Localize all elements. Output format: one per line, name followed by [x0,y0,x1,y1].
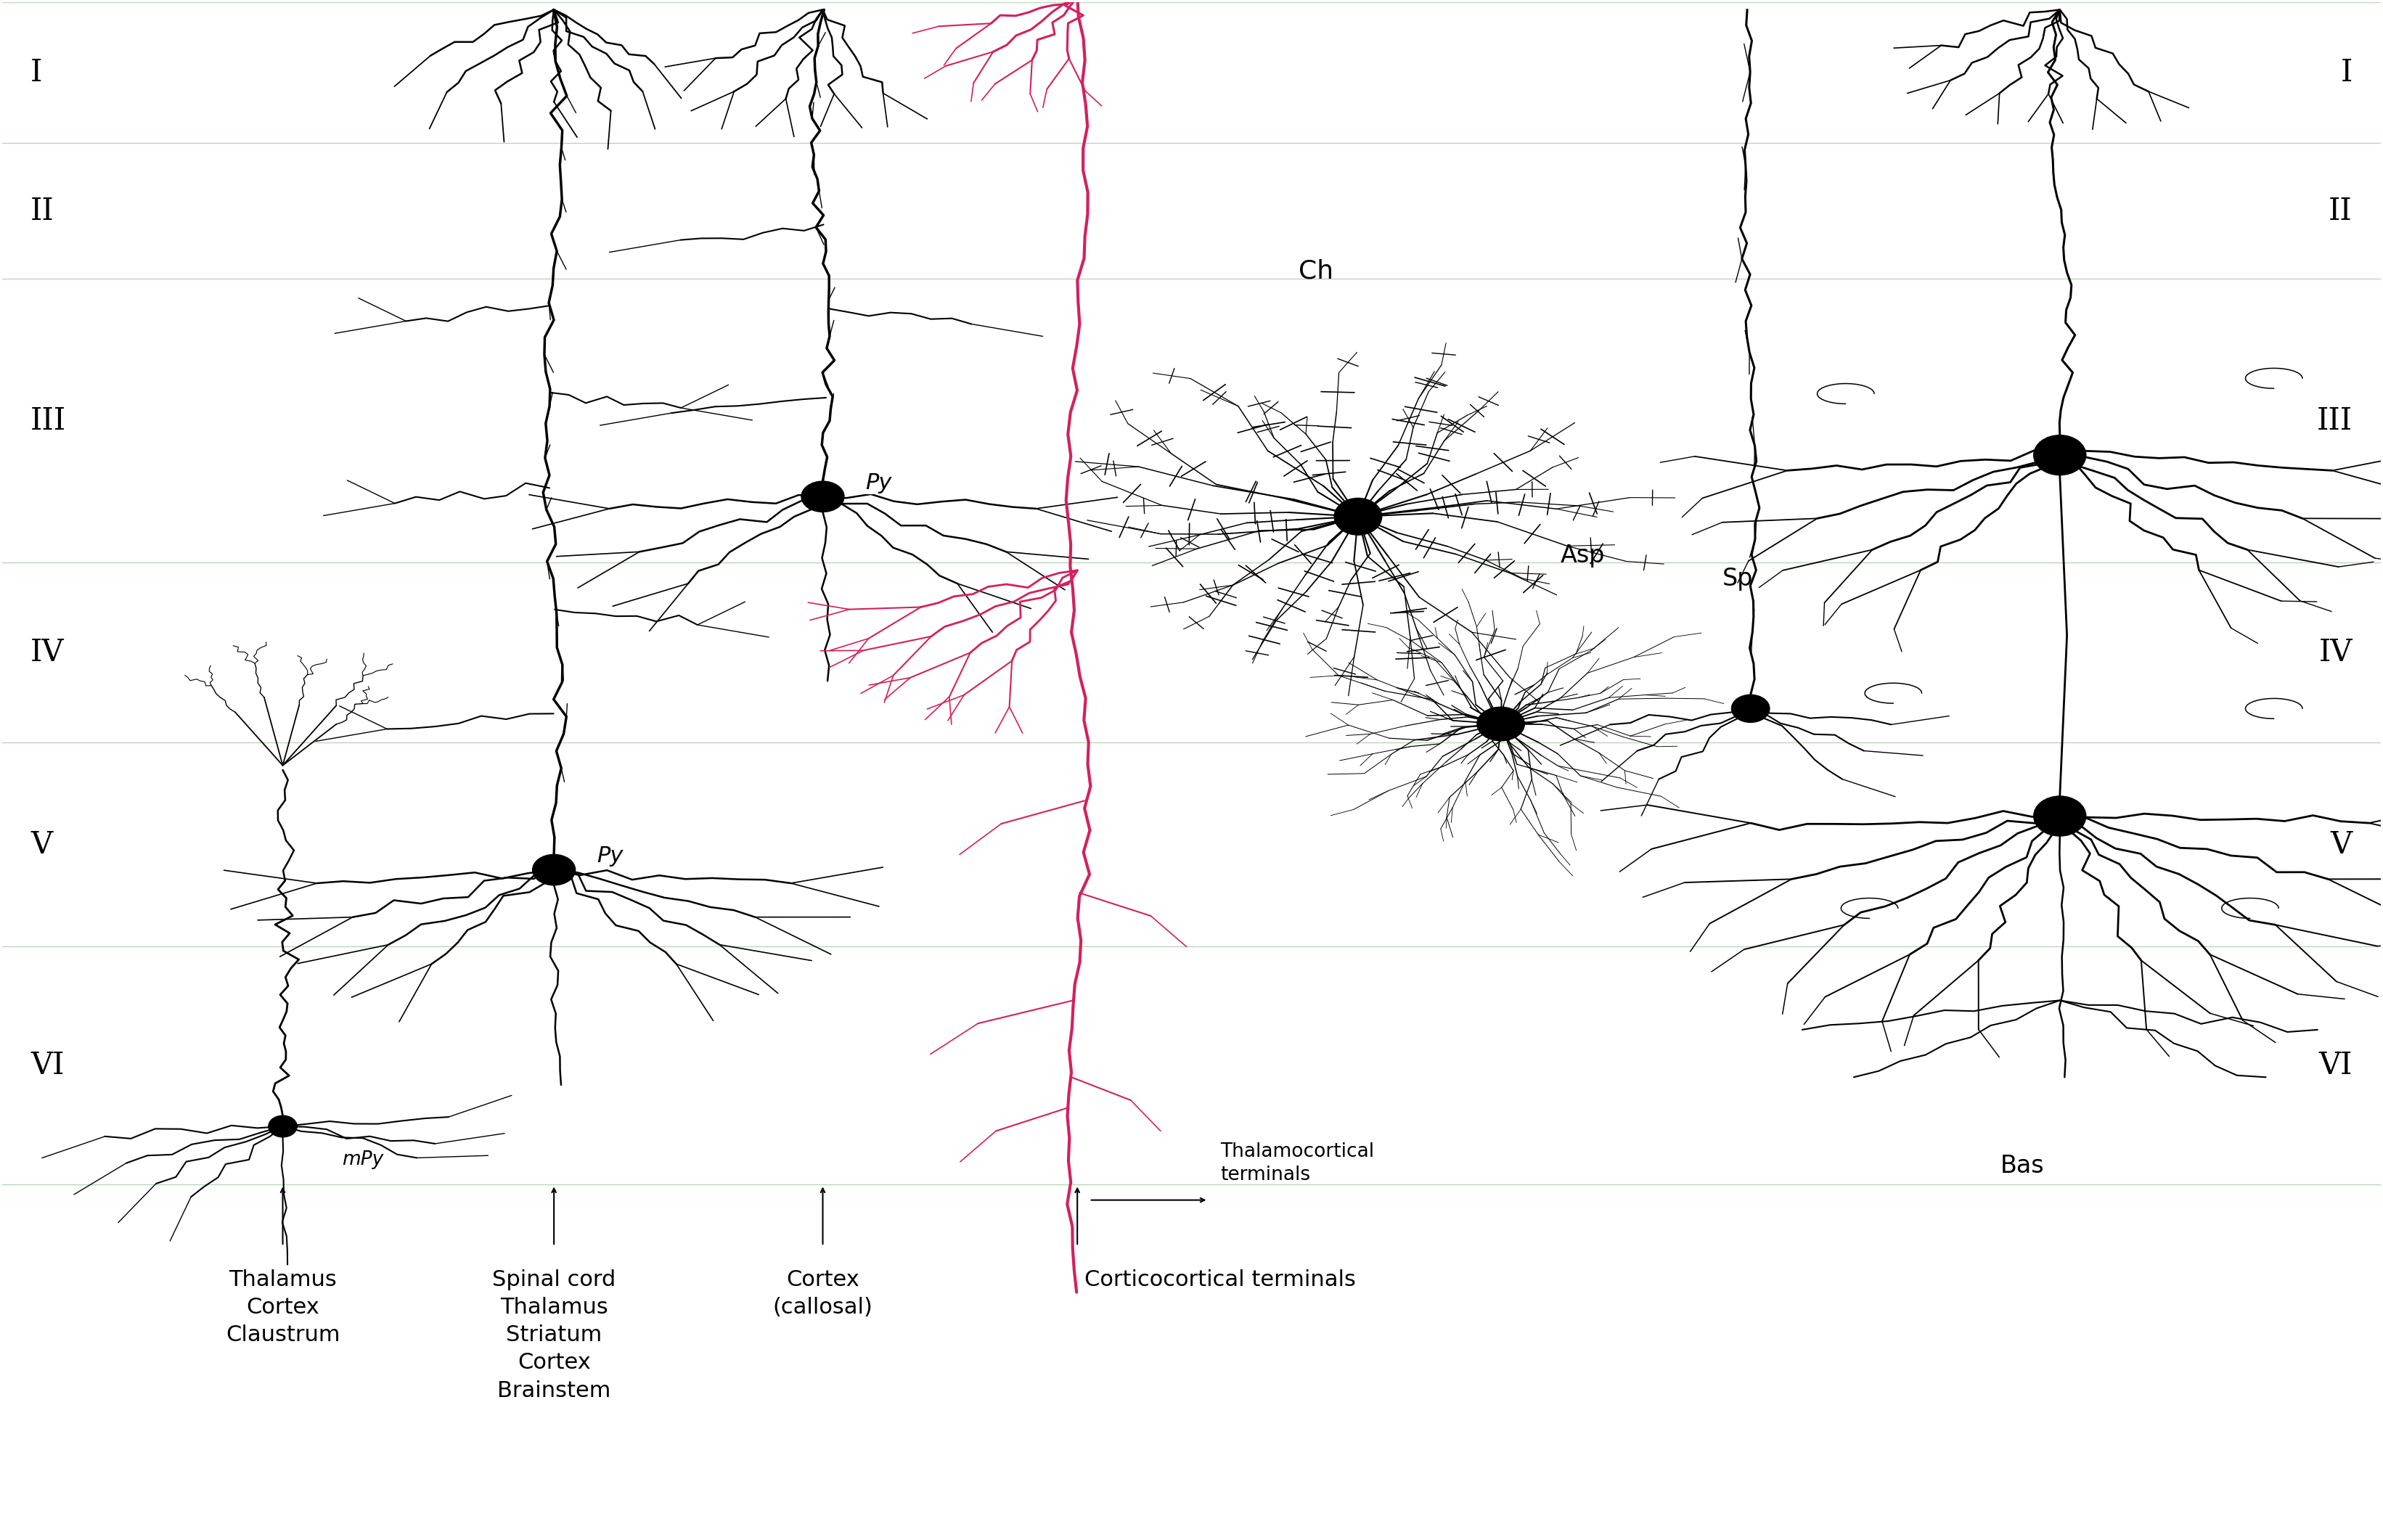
Text: VI: VI [31,1050,64,1081]
Text: Cortex
(callosal): Cortex (callosal) [772,1269,872,1318]
Ellipse shape [1732,695,1771,722]
Text: III: III [31,405,67,436]
Text: Thalamus
Cortex
Claustrum: Thalamus Cortex Claustrum [226,1269,341,1346]
Ellipse shape [2033,796,2085,836]
Text: V: V [31,829,52,859]
Text: Bas: Bas [1999,1153,2045,1178]
Text: Py: Py [865,473,891,493]
Text: V: V [2331,829,2352,859]
Text: Spinal cord
Thalamus
Striatum
Cortex
Brainstem: Spinal cord Thalamus Striatum Cortex Bra… [493,1269,615,1401]
Text: I: I [31,57,43,88]
Text: I: I [2340,57,2352,88]
Text: VI: VI [2319,1050,2352,1081]
Text: II: II [2328,196,2352,226]
Text: III: III [2316,405,2352,436]
Ellipse shape [269,1115,298,1137]
Text: Sp: Sp [1723,567,1754,591]
Ellipse shape [2033,436,2085,476]
Ellipse shape [1477,707,1525,741]
Text: mPy: mPy [343,1150,384,1169]
Ellipse shape [531,855,574,885]
Text: IV: IV [31,638,64,668]
Text: Asp: Asp [1561,544,1604,568]
Text: Corticocortical terminals: Corticocortical terminals [1084,1269,1356,1291]
Ellipse shape [1334,497,1382,534]
Text: Py: Py [596,845,624,867]
Text: II: II [31,196,55,226]
Text: Ch: Ch [1299,259,1334,283]
Text: Thalamocortical
terminals: Thalamocortical terminals [1220,1143,1375,1184]
Text: IV: IV [2319,638,2352,668]
Ellipse shape [801,480,844,511]
